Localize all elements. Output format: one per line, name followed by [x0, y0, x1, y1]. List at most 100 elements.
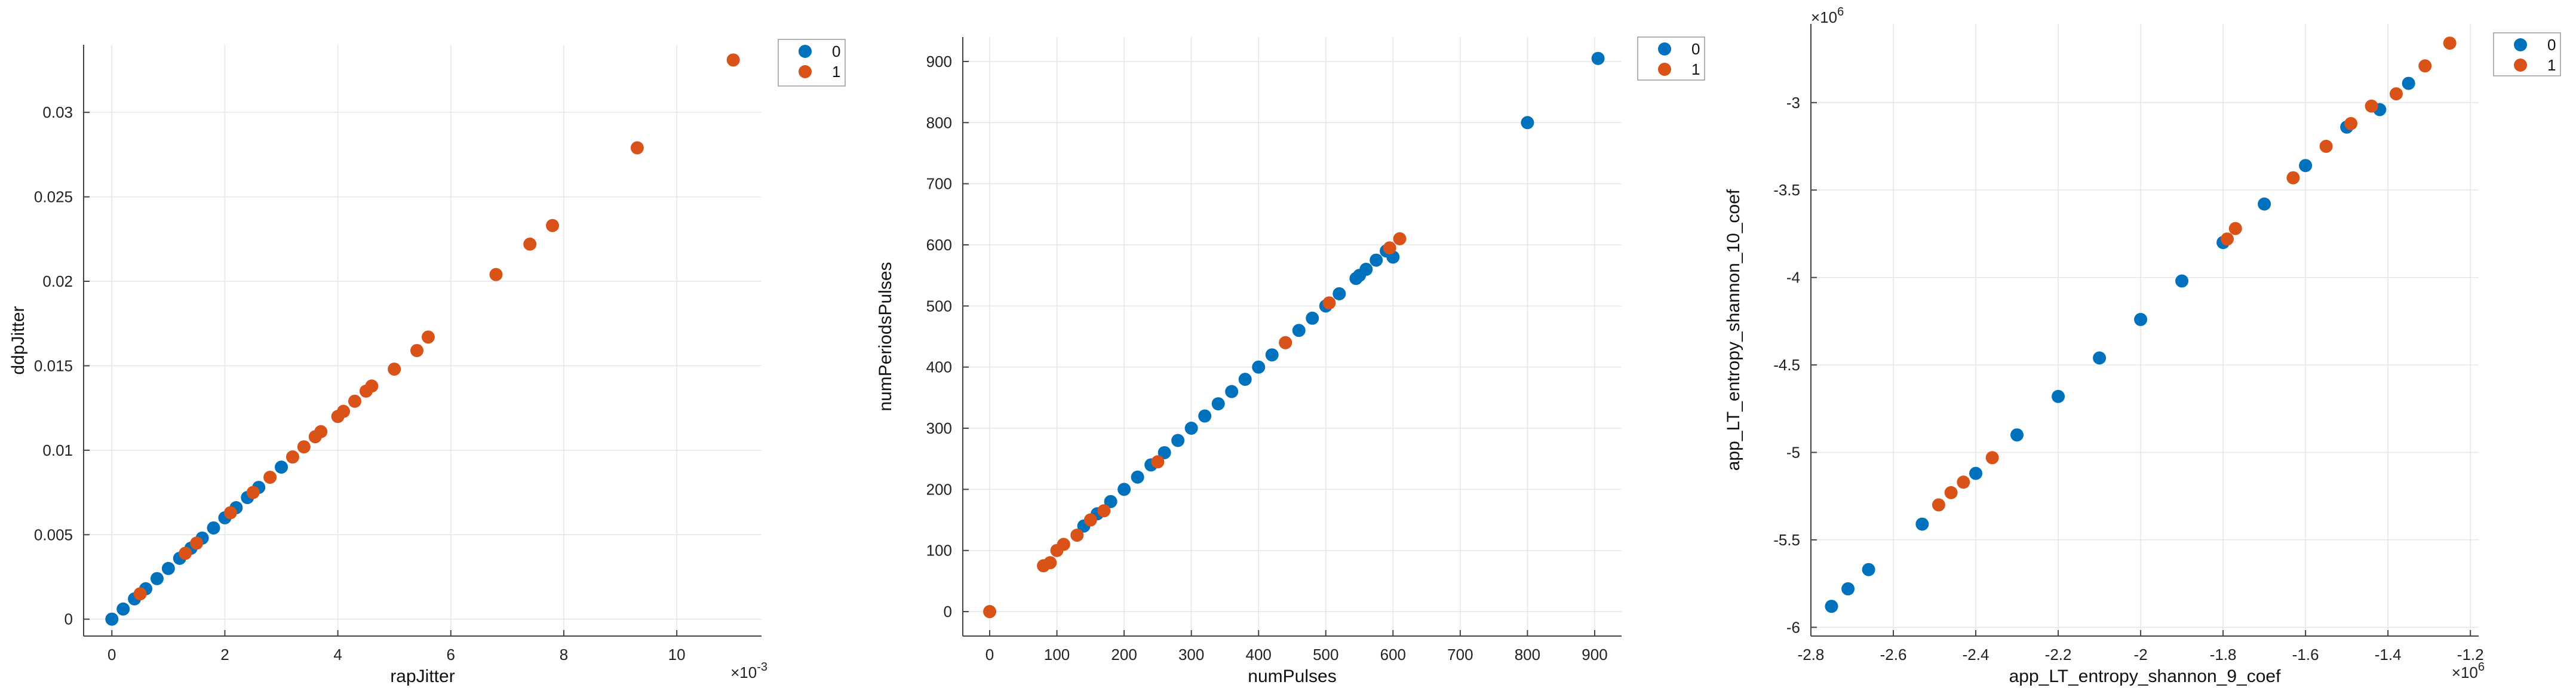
x-tick-label: 700	[1447, 646, 1473, 664]
legend: 01	[778, 39, 846, 87]
y-tick-label: -3.5	[1773, 181, 1800, 199]
data-point	[1393, 232, 1407, 245]
x-axis-label: rapJitter	[390, 667, 455, 686]
data-point	[1083, 513, 1097, 527]
data-point	[314, 425, 328, 438]
data-point	[150, 572, 164, 585]
data-point	[1322, 296, 1336, 310]
data-point	[546, 219, 560, 232]
data-point	[1985, 451, 1999, 465]
data-point	[1591, 51, 1605, 65]
data-point	[2443, 36, 2457, 50]
data-point	[1043, 556, 1057, 570]
scatter-panel-rapjitter-vs-ddpjitter: 0 2 4 6 8 1000.0050.010.0150.020.0250.03×10-3…	[8, 39, 846, 686]
data-point	[2299, 159, 2313, 173]
data-point	[161, 561, 175, 575]
legend-box	[2493, 32, 2561, 76]
data-point	[1104, 495, 1117, 508]
data-point	[1969, 466, 1983, 480]
data-point	[1211, 397, 1225, 411]
data-point	[1359, 262, 1373, 276]
y-tick-label: -5	[1786, 444, 1800, 462]
y-tick-label: 100	[926, 542, 952, 560]
y-tick-label: -4.5	[1773, 356, 1800, 374]
data-point	[1279, 336, 1292, 349]
series-1	[983, 232, 1407, 619]
x-axis-exponent: ×10-3	[730, 661, 767, 681]
y-tick-label: 700	[926, 175, 952, 193]
x-tick-label: 300	[1178, 646, 1204, 664]
x-axis-exponent: ×106	[2452, 661, 2485, 681]
y-tick-label: -5.5	[1773, 531, 1800, 549]
x-tick-label: 600	[1380, 646, 1406, 664]
y-tick-label: 0.015	[34, 357, 73, 374]
data-point	[1944, 486, 1958, 499]
y-tick-label: 0.02	[42, 272, 73, 290]
data-point	[1252, 360, 1266, 374]
data-point	[246, 486, 260, 499]
data-point	[1184, 422, 1198, 435]
y-axis-exponent: ×106	[1811, 5, 1844, 26]
data-point	[2258, 197, 2271, 211]
data-point	[2319, 140, 2333, 153]
data-point	[388, 363, 401, 376]
scatter-panel-shannon9-vs-shannon10: -2.8 -2.6 -2.4 -2.2 -2 -1.8 -1.6 -1.4 -1.2 -6 -5.5…	[1724, 5, 2561, 686]
series-1	[1932, 36, 2457, 512]
y-tick-label: 0	[944, 603, 952, 621]
legend-label: 0	[832, 42, 840, 60]
data-point	[1957, 475, 1970, 489]
data-point	[1932, 498, 1945, 512]
data-point	[348, 394, 361, 408]
x-tick-label: -1.4	[2375, 646, 2402, 664]
y-tick-label: 900	[926, 53, 952, 70]
data-point	[179, 546, 192, 560]
data-point	[1292, 324, 1306, 337]
data-point	[1862, 563, 1875, 576]
data-point	[1370, 253, 1383, 267]
y-tick-label: 400	[926, 358, 952, 376]
y-tick-label: 800	[926, 113, 952, 131]
data-point	[2365, 99, 2378, 113]
data-point	[207, 521, 220, 535]
data-point	[1157, 446, 1171, 459]
data-point	[337, 404, 351, 418]
legend-marker	[1658, 42, 1671, 56]
data-point	[1131, 470, 1144, 484]
data-point	[1117, 483, 1131, 496]
y-axis-label: numPeriodsPulses	[876, 262, 895, 411]
legend-label: 0	[2547, 36, 2556, 54]
data-point	[2134, 312, 2148, 326]
data-point	[1225, 385, 1239, 398]
y-tick-label: 0.01	[42, 441, 73, 459]
x-tick-label: 800	[1515, 646, 1540, 664]
data-point	[1825, 600, 1838, 613]
series-1	[133, 53, 740, 601]
data-point	[523, 237, 537, 251]
x-tick-label: -1.6	[2292, 646, 2319, 664]
y-tick-label: -4	[1786, 269, 1800, 287]
x-axis-label: app_LT_entropy_shannon_9_coef	[2009, 667, 2281, 686]
x-tick-label: 100	[1044, 646, 1070, 664]
data-point	[1238, 373, 1252, 386]
data-point	[2010, 428, 2024, 442]
series-0	[1825, 76, 2415, 613]
data-point	[1332, 287, 1346, 300]
x-tick-label: -2.6	[1880, 646, 1907, 664]
data-point	[190, 536, 204, 550]
y-tick-label: 0.03	[42, 103, 73, 121]
data-point	[2418, 59, 2432, 73]
x-tick-label: 900	[1582, 646, 1607, 664]
data-point	[2052, 389, 2065, 403]
legend-marker	[2514, 59, 2527, 72]
x-tick-label: 0	[985, 646, 994, 664]
legend-marker	[799, 65, 812, 78]
data-point	[116, 602, 130, 616]
data-point	[1306, 311, 1319, 325]
x-tick-label: 2	[220, 646, 229, 664]
data-point	[297, 440, 311, 454]
data-point	[223, 506, 237, 520]
legend-box	[1637, 36, 1705, 81]
x-tick-label: 8	[560, 646, 568, 664]
data-point	[285, 450, 299, 464]
